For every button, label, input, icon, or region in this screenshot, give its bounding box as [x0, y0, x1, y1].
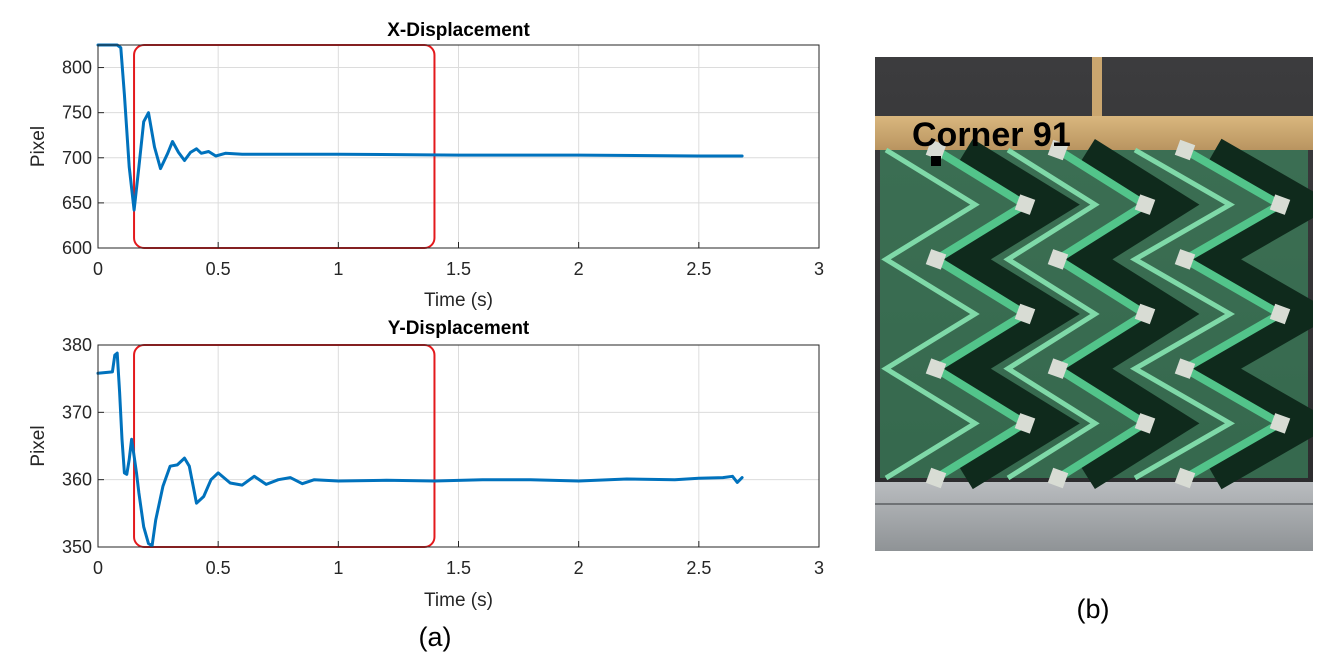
marker-square — [925, 358, 947, 379]
fold-edge — [1129, 147, 1236, 481]
y-displacement-chart: Y-Displacement 0 0.5 1 1.5 2 2.5 3 350 360 370 38… — [28, 318, 824, 611]
x-tick-label: 1 — [333, 259, 343, 279]
corner-91-point — [931, 156, 941, 166]
x-tick-label: 3 — [814, 259, 824, 279]
marker-square — [1269, 194, 1291, 215]
x-tick-label: 1.5 — [446, 558, 471, 578]
y-tick-label: 750 — [62, 103, 92, 123]
fold-edge — [1003, 147, 1100, 481]
x-tick-label: 2 — [574, 558, 584, 578]
y-tick-label: 350 — [62, 537, 92, 557]
x-tick-label: 0 — [93, 259, 103, 279]
marker-square — [1269, 413, 1291, 434]
series-line — [96, 43, 744, 212]
caption-a: (a) — [419, 622, 452, 652]
y-tick-label: 800 — [62, 58, 92, 78]
x-tick-label: 3 — [814, 558, 824, 578]
marker-square — [1134, 303, 1156, 325]
caption-b: (b) — [1077, 594, 1110, 624]
x-tick-label: 2.5 — [686, 259, 711, 279]
marker-square — [1014, 303, 1036, 325]
x-tick-label: 2 — [574, 259, 584, 279]
x-axis-label: Time (s) — [424, 290, 493, 311]
marker-square — [925, 249, 947, 270]
marker-square — [1134, 413, 1156, 434]
chart-title: Y-Displacement — [388, 318, 530, 339]
x-tick-label: 0.5 — [206, 259, 231, 279]
highlight-box — [133, 344, 436, 548]
marker-square — [1174, 139, 1196, 161]
fold-edge — [881, 147, 980, 481]
fold-shadow — [1063, 138, 1200, 490]
x-tick-labels: 0 0.5 1 1.5 2 2.5 3 — [93, 242, 824, 279]
corner-label: Corner 91 — [912, 116, 1071, 154]
marker-square — [1047, 358, 1069, 379]
marker-square — [925, 139, 947, 161]
y-tick-label: 380 — [62, 335, 92, 355]
photo-panel: Corner 91 — [875, 57, 1313, 551]
marker-square — [925, 467, 947, 489]
x-tick-label: 1.5 — [446, 259, 471, 279]
marker-square — [1014, 413, 1036, 434]
x-tick-labels: 0 0.5 1 1.5 2 2.5 3 — [93, 541, 824, 578]
marker-square — [1014, 194, 1036, 215]
x-tick-label: 0.5 — [206, 558, 231, 578]
marker-square — [1174, 249, 1196, 270]
x-tick-label: 0 — [93, 558, 103, 578]
x-displacement-chart: X-Displacement 0 0.5 1 1.5 2 2.5 3 600 650 700 75… — [28, 20, 824, 311]
x-axis-label: Time (s) — [424, 590, 493, 611]
x-tick-label: 1 — [333, 558, 343, 578]
grid — [97, 45, 820, 249]
chart-title: X-Displacement — [387, 20, 530, 41]
y-axis-label: Pixel — [28, 425, 49, 466]
grid — [97, 344, 820, 548]
folded-structure — [880, 138, 1313, 490]
y-tick-label: 370 — [62, 402, 92, 422]
x-tick-label: 2.5 — [686, 558, 711, 578]
marker-square — [1269, 303, 1291, 325]
y-tick-label: 700 — [62, 148, 92, 168]
highlight-box — [133, 44, 436, 249]
corner-markers — [925, 139, 1291, 489]
marker-square — [1174, 358, 1196, 379]
y-tick-label: 360 — [62, 470, 92, 490]
marker-square — [1174, 467, 1196, 489]
fold-shadow — [941, 138, 1080, 490]
fold-shadow — [1188, 138, 1313, 490]
series-line — [96, 351, 744, 548]
metal-base — [875, 482, 1313, 551]
marker-square — [1134, 194, 1156, 215]
wooden-post — [1092, 57, 1102, 119]
y-tick-label: 650 — [62, 193, 92, 213]
marker-square — [1047, 467, 1069, 489]
y-axis-label: Pixel — [28, 126, 49, 167]
marker-square — [1047, 139, 1069, 161]
y-tick-labels: 350 360 370 380 — [62, 335, 104, 557]
y-tick-labels: 600 650 700 750 800 — [62, 58, 104, 258]
y-tick-label: 600 — [62, 238, 92, 258]
marker-square — [1047, 249, 1069, 270]
